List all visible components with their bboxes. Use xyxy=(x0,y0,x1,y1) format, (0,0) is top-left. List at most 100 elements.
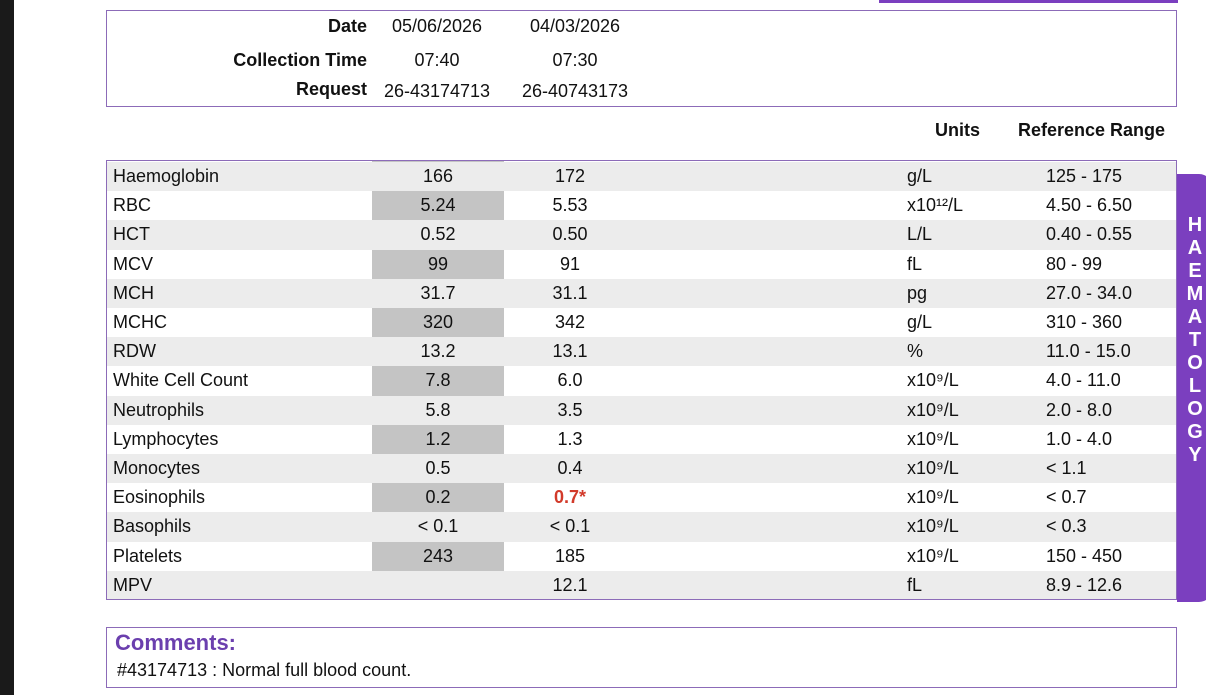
date-value-2: 04/03/2026 xyxy=(529,16,621,36)
unit: fL xyxy=(907,574,923,595)
result-latest: 0.2 xyxy=(425,487,451,508)
units-column-header: Units xyxy=(935,120,980,140)
unit: x10¹²/L xyxy=(907,195,964,216)
table-row: Neutrophils 5.8 3.5 x10⁹/L 2.0 - 8.0 xyxy=(107,395,1176,425)
request-label: Request xyxy=(295,79,367,99)
result-previous: 0.4 xyxy=(557,458,583,478)
result-latest: 166 xyxy=(422,166,454,186)
reference-range: 4.50 - 6.50 xyxy=(1046,195,1133,216)
result-latest: < 0.1 xyxy=(417,516,459,537)
report-page: Date 05/06/2026 04/03/2026 Collection Ti… xyxy=(14,0,1206,695)
result-previous: 3.5 xyxy=(557,399,583,420)
result-latest: 31.7 xyxy=(420,282,456,303)
table-row: MCHC 320 342 g/L 310 - 360 xyxy=(107,308,1176,337)
test-name: Neutrophils xyxy=(113,399,205,420)
test-name: MCV xyxy=(113,253,153,274)
collection-time-value-2: 07:30 xyxy=(552,50,598,70)
result-latest: 5.24 xyxy=(420,195,456,216)
results-table: Haemoglobin 166 172 g/L 125 - 175 RBC 5.24 5.53… xyxy=(106,160,1177,600)
header-box: Date 05/06/2026 04/03/2026 Collection Ti… xyxy=(106,10,1177,107)
table-row: Basophils < 0.1 < 0.1 x10⁹/L < 0.3 xyxy=(107,512,1176,542)
reference-range: 310 - 360 xyxy=(1046,312,1123,332)
result-latest xyxy=(372,571,504,599)
table-row: White Cell Count 7.8 6.0 x10⁹/L 4.0 - 11.0 xyxy=(107,366,1176,395)
result-previous: 1.3 xyxy=(557,428,583,449)
reference-range: 8.9 - 12.6 xyxy=(1046,574,1123,595)
result-previous: 172 xyxy=(554,166,586,186)
test-name: RDW xyxy=(113,341,156,362)
test-name: MCHC xyxy=(113,312,167,332)
table-row: Haemoglobin 166 172 g/L 125 - 175 xyxy=(107,162,1176,192)
table-row: MPV 12.1 fL 8.9 - 12.6 xyxy=(107,570,1176,599)
reference-range: 11.0 - 15.0 xyxy=(1046,341,1131,362)
request-value-1: 26-43174713 xyxy=(383,81,491,101)
unit: x10⁹/L xyxy=(907,545,959,566)
result-previous: 31.1 xyxy=(552,282,588,303)
unit: x10⁹/L xyxy=(907,370,959,391)
reference-range-column-header: Reference Range xyxy=(1018,120,1166,140)
unit: pg xyxy=(907,282,928,303)
result-previous: 12.1 xyxy=(552,574,588,595)
comments-text: #43174713 : Normal full blood count. xyxy=(117,660,412,680)
date-value-1: 05/06/2026 xyxy=(391,16,483,36)
result-latest: 0.52 xyxy=(420,224,456,245)
unit: x10⁹/L xyxy=(907,399,959,420)
reference-range: 1.0 - 4.0 xyxy=(1046,428,1113,449)
table-row: Platelets 243 185 x10⁹/L 150 - 450 xyxy=(107,542,1176,571)
result-previous: 6.0 xyxy=(557,370,583,391)
table-row: RBC 5.24 5.53 x10¹²/L 4.50 - 6.50 xyxy=(107,191,1176,220)
result-previous: 91 xyxy=(559,253,581,274)
unit: g/L xyxy=(907,166,933,186)
request-value-2: 26-40743173 xyxy=(521,81,629,101)
table-row: Lymphocytes 1.2 1.3 x10⁹/L 1.0 - 4.0 xyxy=(107,425,1176,454)
reference-range: 2.0 - 8.0 xyxy=(1046,399,1113,420)
table-row: Eosinophils 0.2 0.7* x10⁹/L < 0.7 xyxy=(107,483,1176,512)
result-previous: 0.50 xyxy=(552,224,588,245)
result-latest: 1.2 xyxy=(425,428,451,449)
test-name: White Cell Count xyxy=(113,370,249,391)
test-name: MPV xyxy=(113,574,153,595)
reference-range: 27.0 - 34.0 xyxy=(1046,282,1133,303)
test-name: MCH xyxy=(113,282,154,303)
date-label: Date xyxy=(327,16,367,36)
test-name: Monocytes xyxy=(113,458,201,478)
table-row: RDW 13.2 13.1% 11.0 - 15.0 xyxy=(107,337,1176,367)
result-previous: 13.1 xyxy=(552,341,588,362)
test-name: HCT xyxy=(113,224,150,245)
unit: L/L xyxy=(907,224,933,245)
result-latest: 13.2 xyxy=(420,341,456,362)
comments-title: Comments: xyxy=(115,630,237,655)
result-previous: 342 xyxy=(554,312,586,332)
test-name: Lymphocytes xyxy=(113,428,219,449)
table-row: HCT 0.52 0.50 L/L 0.40 - 0.55 xyxy=(107,220,1176,250)
result-latest: 7.8 xyxy=(425,370,451,391)
collection-time-label: Collection Time xyxy=(233,50,367,70)
result-previous: 185 xyxy=(554,545,586,566)
test-name: Platelets xyxy=(113,545,183,566)
reference-range: 4.0 - 11.0 xyxy=(1046,370,1121,391)
table-row: MCH 31.7 31.1 pg 27.0 - 34.0 xyxy=(107,278,1176,308)
collection-time-value-1: 07:40 xyxy=(414,50,460,70)
table-row: MCV 99 91 fL 80 - 99 xyxy=(107,250,1176,279)
unit: fL xyxy=(907,253,923,274)
reference-range: < 0.7 xyxy=(1046,487,1087,508)
test-name: Eosinophils xyxy=(113,487,206,508)
reference-range: 125 - 175 xyxy=(1046,166,1123,186)
test-name: RBC xyxy=(113,195,152,216)
reference-range: < 0.3 xyxy=(1046,516,1087,537)
result-latest: 0.5 xyxy=(425,458,451,478)
result-latest: 99 xyxy=(427,253,449,274)
reference-range: < 1.1 xyxy=(1046,458,1087,478)
reference-range: 80 - 99 xyxy=(1046,253,1103,274)
unit: g/L xyxy=(907,312,933,332)
result-latest: 243 xyxy=(422,545,454,566)
unit: x10⁹/L xyxy=(907,428,959,449)
test-name: Haemoglobin xyxy=(113,166,220,186)
table-row: Monocytes 0.5 0.4 x10⁹/L < 1.1 xyxy=(107,454,1176,484)
result-latest: 320 xyxy=(422,312,454,332)
test-name: Basophils xyxy=(113,516,192,537)
result-latest: 5.8 xyxy=(425,399,451,420)
unit: x10⁹/L xyxy=(907,487,959,508)
